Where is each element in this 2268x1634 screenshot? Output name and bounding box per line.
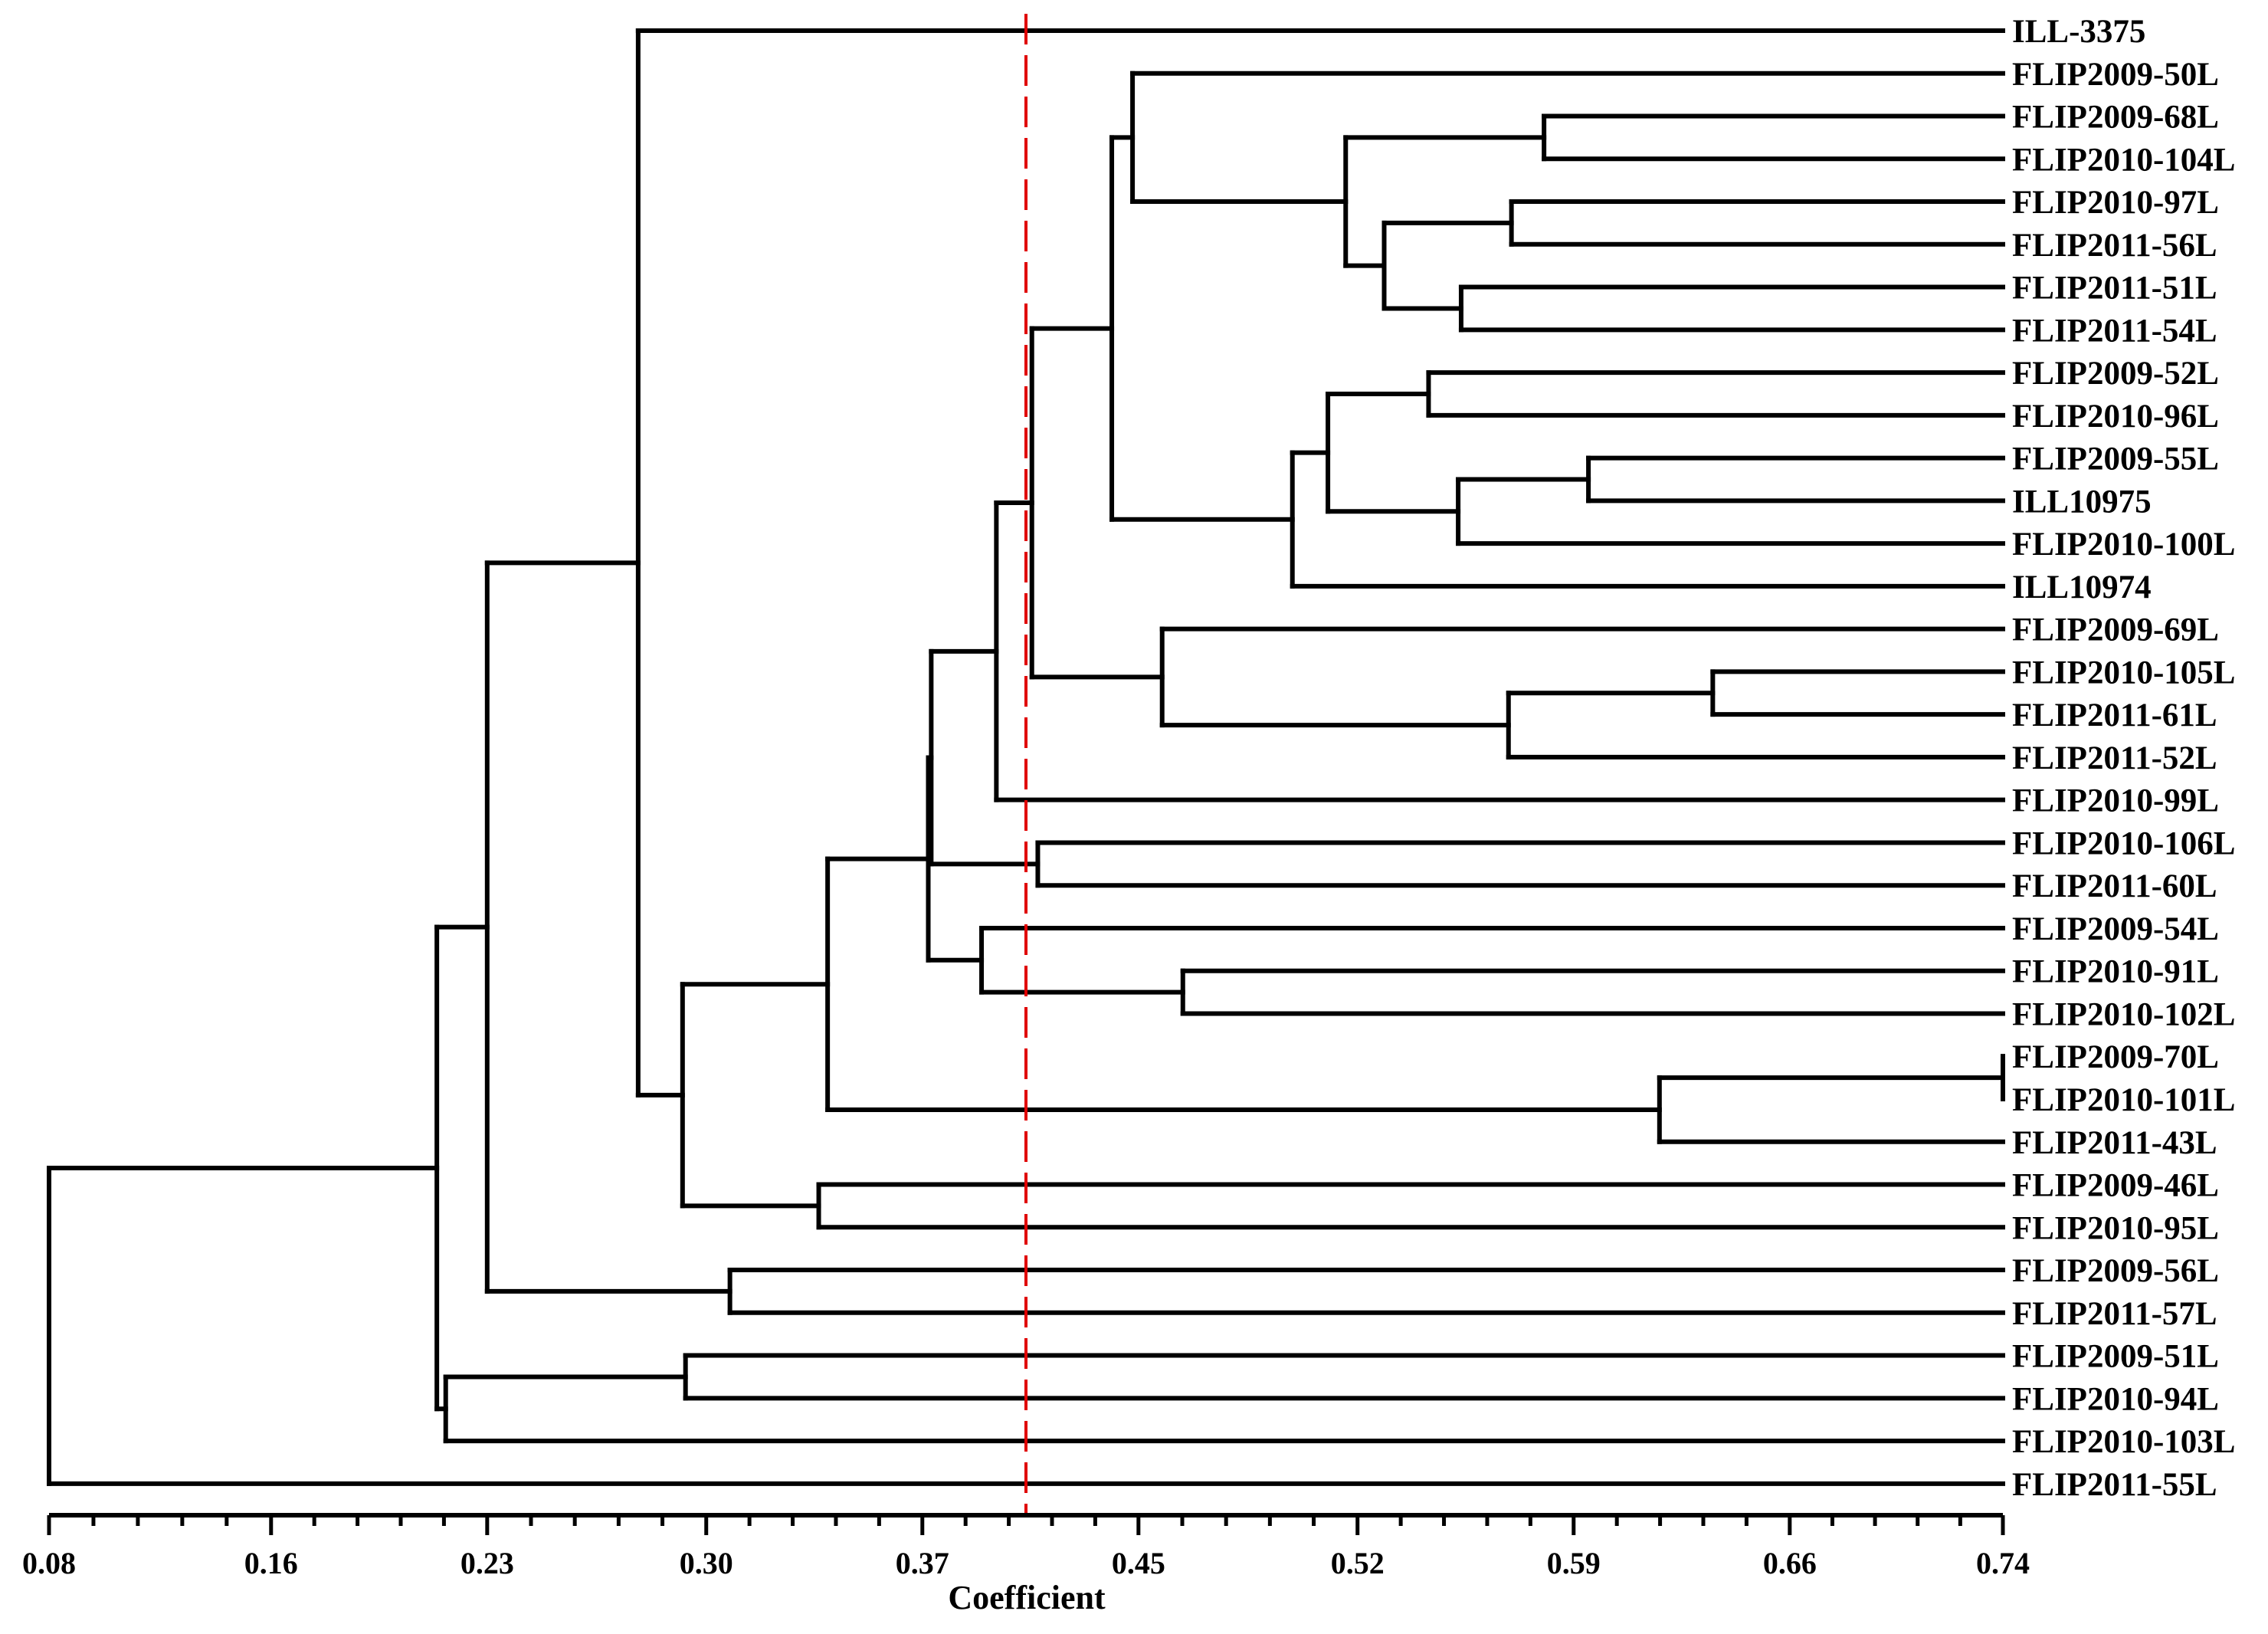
leaf-label: FLIP2010-106L: [2012, 825, 2235, 861]
leaf-label: FLIP2010-99L: [2012, 783, 2219, 819]
leaf-label: FLIP2011-56L: [2012, 228, 2217, 264]
leaf-label: FLIP2009-70L: [2012, 1039, 2219, 1075]
leaf-label: FLIP2010-100L: [2012, 527, 2235, 563]
leaf-label: ILL-3375: [2012, 14, 2145, 50]
x-axis-tick-labels: 0.08 0.16 0.23 0.30 0.37 0.45 0.52 0.59 0.66 0.74: [22, 1546, 2030, 1580]
leaf-label: FLIP2010-105L: [2012, 655, 2235, 691]
tick-label: 0.45: [1112, 1546, 1165, 1580]
leaf-labels: ILL-3375 FLIP2009-50L FLIP2009-68L FLIP2010…: [2012, 14, 2235, 1503]
leaf-label: FLIP2009-46L: [2012, 1168, 2219, 1204]
leaf-label: FLIP2010-95L: [2012, 1210, 2219, 1246]
tick-label: 0.23: [460, 1546, 514, 1580]
leaf-label: FLIP2011-55L: [2012, 1467, 2217, 1503]
leaf-label: FLIP2009-56L: [2012, 1253, 2219, 1289]
leaf-label: FLIP2010-103L: [2012, 1424, 2235, 1460]
tick-label: 0.30: [680, 1546, 733, 1580]
tick-label: 0.59: [1547, 1546, 1601, 1580]
leaf-label: FLIP2011-57L: [2012, 1296, 2217, 1332]
tick-label: 0.08: [22, 1546, 76, 1580]
leaf-label: FLIP2009-54L: [2012, 911, 2219, 947]
leaf-label: ILL10975: [2012, 484, 2152, 520]
leaf-label: FLIP2009-68L: [2012, 100, 2219, 136]
dendrogram-branches: [47, 28, 2005, 1486]
leaf-label: FLIP2010-102L: [2012, 996, 2235, 1032]
tick-label: 0.66: [1763, 1546, 1817, 1580]
leaf-label: FLIP2010-96L: [2012, 399, 2219, 435]
leaf-label: FLIP2010-94L: [2012, 1381, 2219, 1417]
leaf-label: FLIP2010-101L: [2012, 1082, 2235, 1118]
tick-label: 0.74: [1976, 1546, 2030, 1580]
leaf-label: FLIP2009-52L: [2012, 356, 2219, 392]
leaf-label: FLIP2011-61L: [2012, 697, 2217, 733]
leaf-label: FLIP2009-55L: [2012, 441, 2219, 477]
leaf-label: FLIP2011-60L: [2012, 868, 2217, 904]
leaf-label: FLIP2011-52L: [2012, 740, 2217, 776]
leaf-label: FLIP2010-104L: [2012, 142, 2235, 178]
leaf-label: FLIP2011-43L: [2012, 1125, 2217, 1161]
leaf-label: FLIP2009-51L: [2012, 1339, 2219, 1375]
leaf-label: ILL10974: [2012, 569, 2152, 605]
leaf-label: FLIP2011-54L: [2012, 313, 2217, 349]
tick-label: 0.37: [896, 1546, 949, 1580]
tick-label: 0.16: [244, 1546, 298, 1580]
leaf-label: FLIP2011-51L: [2012, 271, 2217, 307]
leaf-label: FLIP2009-50L: [2012, 57, 2219, 93]
tick-label: 0.52: [1331, 1546, 1385, 1580]
leaf-label: FLIP2009-69L: [2012, 612, 2219, 648]
leaf-label: FLIP2010-91L: [2012, 954, 2219, 990]
x-axis-title: Coefficient: [948, 1579, 1106, 1616]
x-axis-ticks: [47, 1515, 2005, 1535]
leaf-label: FLIP2010-97L: [2012, 185, 2219, 221]
x-axis: 0.08 0.16 0.23 0.30 0.37 0.45 0.52 0.59 0.66 0.74…: [22, 1513, 2030, 1616]
